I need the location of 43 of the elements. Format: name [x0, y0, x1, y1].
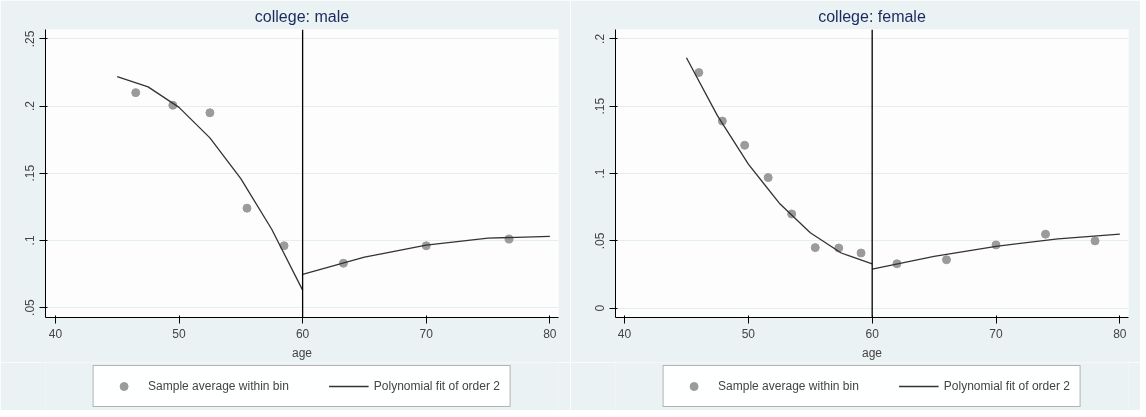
- x-tick-label: 70: [989, 326, 1004, 341]
- x-axis-title: age: [291, 345, 313, 360]
- line-series: [685, 57, 873, 265]
- x-tick-label: 40: [48, 326, 63, 341]
- point: [740, 140, 750, 150]
- y-tick-label: .05: [593, 232, 608, 250]
- point: [1041, 229, 1051, 239]
- y-tick-label: .25: [23, 30, 38, 48]
- y-tick-label: 0: [593, 304, 608, 312]
- point: [1090, 236, 1100, 246]
- line-series: [871, 233, 1121, 270]
- point: [694, 68, 704, 78]
- point: [205, 108, 215, 118]
- legend-label: Polynomial fit of order 2: [373, 379, 500, 393]
- chart-title: college: male: [254, 7, 350, 25]
- x-tick-label: 60: [295, 326, 310, 341]
- y-tick-label: .1: [593, 168, 608, 179]
- point: [810, 243, 820, 253]
- x-axis-title: age: [861, 345, 883, 360]
- line-series: [116, 75, 304, 291]
- point: [763, 173, 773, 183]
- x-tick-label: 60: [865, 326, 880, 341]
- legend-label: Sample average within bin: [148, 379, 289, 393]
- x-tick-label: 80: [1113, 326, 1127, 341]
- x-tick-label: 40: [617, 326, 632, 341]
- y-tick-label: .2: [593, 33, 608, 44]
- line-series: [301, 235, 551, 276]
- x-tick-label: 50: [741, 326, 756, 341]
- chart-title: college: female: [818, 7, 926, 25]
- point: [856, 248, 866, 258]
- x-tick-label: 80: [543, 326, 557, 341]
- point: [242, 203, 252, 213]
- legend-label: Sample average within bin: [718, 379, 859, 393]
- point: [941, 255, 951, 265]
- y-tick-label: .15: [23, 164, 38, 182]
- x-tick-label: 50: [172, 326, 186, 341]
- x-tick-label: 70: [419, 326, 434, 341]
- y-tick-label: .1: [23, 235, 38, 246]
- point: [131, 88, 141, 98]
- y-tick-label: .05: [23, 298, 38, 316]
- legend-label: Polynomial fit of order 2: [943, 379, 1070, 393]
- y-tick-label: .2: [23, 100, 38, 112]
- y-tick-label: .15: [593, 97, 608, 115]
